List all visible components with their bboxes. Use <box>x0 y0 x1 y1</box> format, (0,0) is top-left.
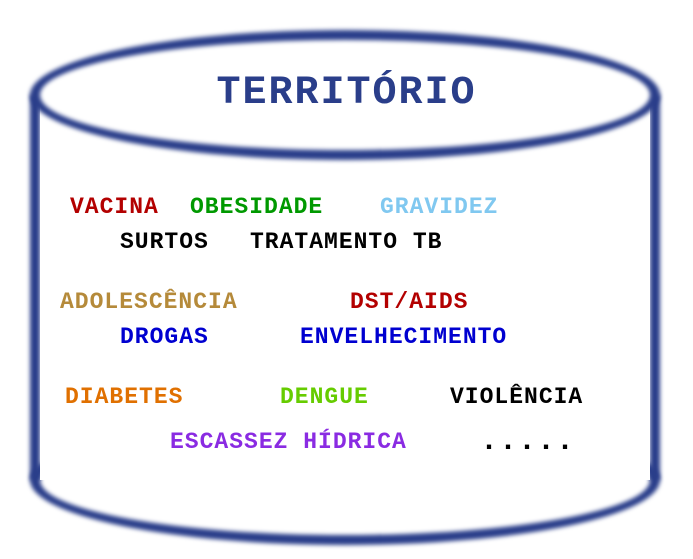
word-item: SURTOS <box>120 229 209 255</box>
diagram-stage: TERRITÓRIO VACINA OBESIDADE GRAVIDEZ SURTOS… <box>0 0 693 559</box>
word-item: DIABETES <box>65 384 183 410</box>
word-item: ENVELHECIMENTO <box>300 324 507 350</box>
word-item: OBESIDADE <box>190 194 323 220</box>
word-item: GRAVIDEZ <box>380 194 498 220</box>
word-item: ..... <box>480 425 575 459</box>
cylinder-left-side <box>30 95 40 480</box>
cylinder-title: TERRITÓRIO <box>0 71 693 116</box>
word-item: VIOLÊNCIA <box>450 384 583 410</box>
word-item: VACINA <box>70 194 159 220</box>
word-item: DENGUE <box>280 384 369 410</box>
word-item: ADOLESCÊNCIA <box>60 289 238 315</box>
word-item: DST/AIDS <box>350 289 468 315</box>
word-item: ESCASSEZ HÍDRICA <box>170 429 407 455</box>
word-item: DROGAS <box>120 324 209 350</box>
word-item: TRATAMENTO TB <box>250 229 442 255</box>
cylinder-right-side <box>650 95 660 480</box>
